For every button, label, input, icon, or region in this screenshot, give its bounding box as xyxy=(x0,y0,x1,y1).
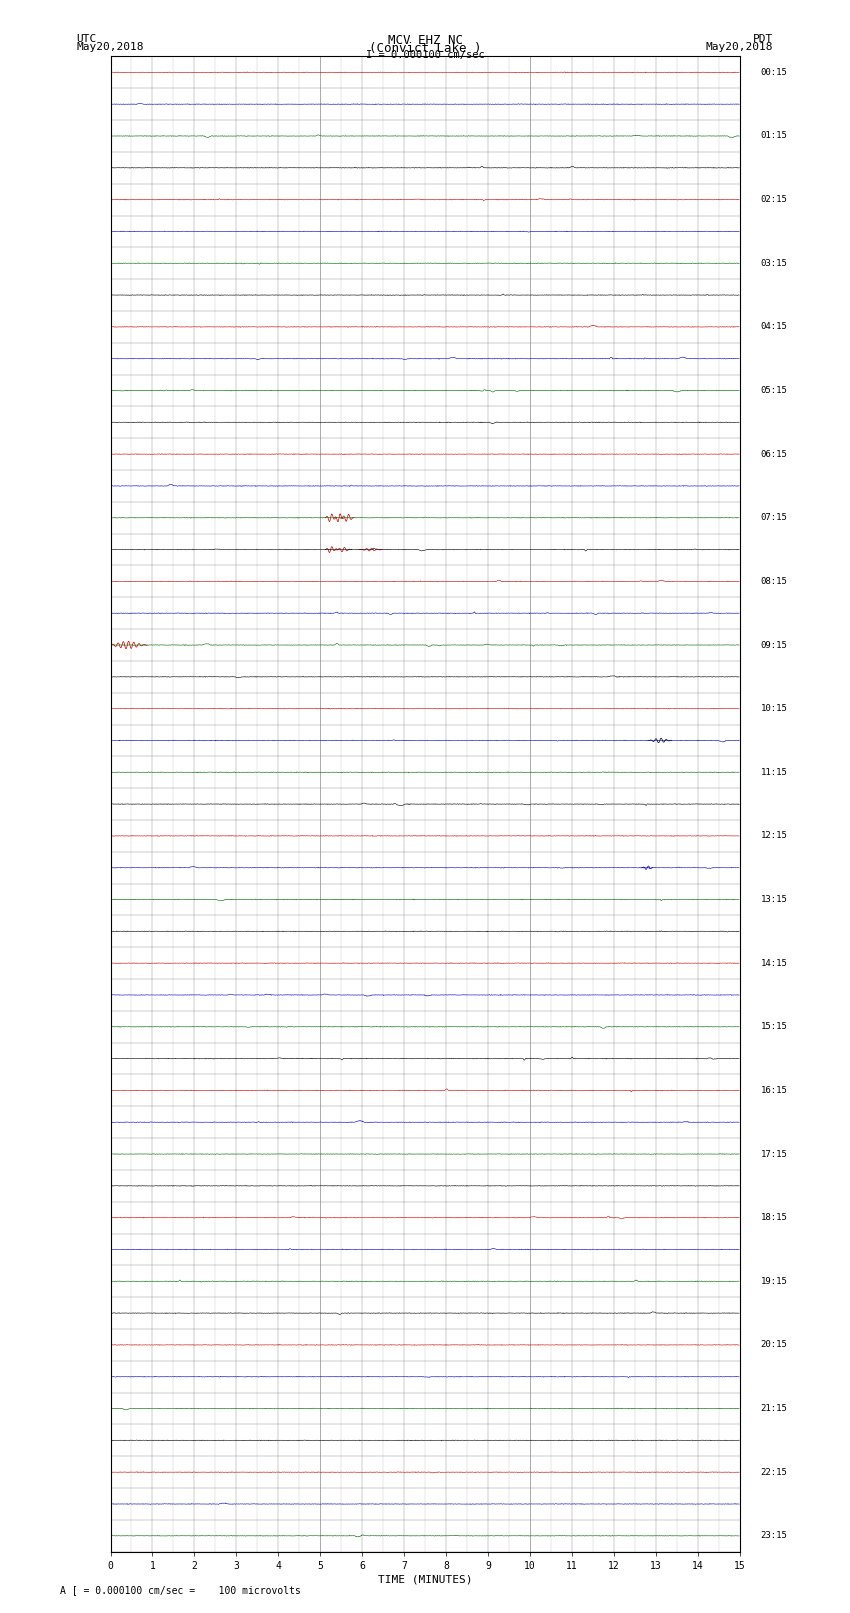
Text: 18:15: 18:15 xyxy=(761,1213,787,1223)
Text: 12:15: 12:15 xyxy=(761,831,787,840)
Text: 16:15: 16:15 xyxy=(761,1086,787,1095)
Text: 05:15: 05:15 xyxy=(761,386,787,395)
Text: May20,2018: May20,2018 xyxy=(76,42,144,52)
Text: 09:15: 09:15 xyxy=(761,640,787,650)
Text: 19:15: 19:15 xyxy=(761,1277,787,1286)
Text: 03:15: 03:15 xyxy=(761,258,787,268)
Text: 07:15: 07:15 xyxy=(761,513,787,523)
Text: PDT: PDT xyxy=(753,34,774,44)
Text: MCV EHZ NC: MCV EHZ NC xyxy=(388,34,462,47)
Text: 17:15: 17:15 xyxy=(761,1150,787,1158)
Text: 10:15: 10:15 xyxy=(761,705,787,713)
Text: 22:15: 22:15 xyxy=(761,1468,787,1476)
X-axis label: TIME (MINUTES): TIME (MINUTES) xyxy=(377,1574,473,1586)
Text: 13:15: 13:15 xyxy=(761,895,787,903)
Text: 21:15: 21:15 xyxy=(761,1403,787,1413)
Text: A [ = 0.000100 cm/sec =    100 microvolts: A [ = 0.000100 cm/sec = 100 microvolts xyxy=(60,1586,300,1595)
Text: 20:15: 20:15 xyxy=(761,1340,787,1350)
Text: 08:15: 08:15 xyxy=(761,577,787,586)
Text: May20,2018: May20,2018 xyxy=(706,42,774,52)
Text: 15:15: 15:15 xyxy=(761,1023,787,1031)
Text: I = 0.000100 cm/sec: I = 0.000100 cm/sec xyxy=(366,50,484,60)
Text: 06:15: 06:15 xyxy=(761,450,787,458)
Text: 11:15: 11:15 xyxy=(761,768,787,777)
Text: 23:15: 23:15 xyxy=(761,1531,787,1540)
Text: UTC: UTC xyxy=(76,34,97,44)
Text: 04:15: 04:15 xyxy=(761,323,787,331)
Text: 00:15: 00:15 xyxy=(761,68,787,77)
Text: 01:15: 01:15 xyxy=(761,132,787,140)
Text: 02:15: 02:15 xyxy=(761,195,787,205)
Text: (Convict Lake ): (Convict Lake ) xyxy=(369,42,481,55)
Text: 14:15: 14:15 xyxy=(761,958,787,968)
